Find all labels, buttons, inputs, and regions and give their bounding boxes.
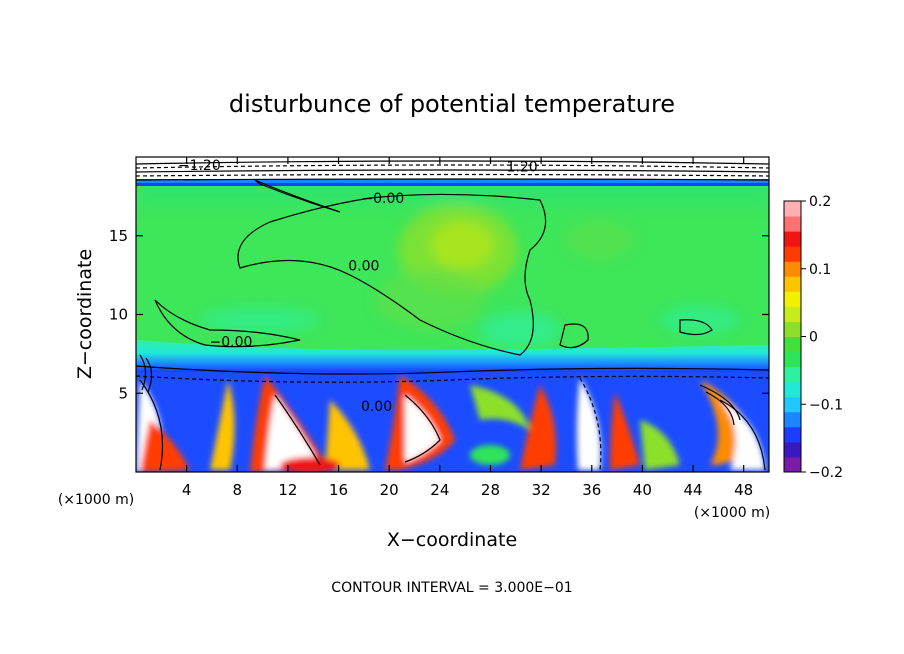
contour-label: −0.00	[209, 334, 252, 350]
y-tick-label: 15	[109, 227, 128, 245]
colorbar-segment	[784, 201, 801, 217]
colorbar-segment	[784, 246, 801, 262]
contour-lines	[136, 160, 769, 471]
contour-interval-note: CONTOUR INTERVAL = 3.000E−01	[331, 580, 572, 596]
colorbar-tick-label: −0.2	[809, 465, 843, 481]
x-tick-label: 36	[582, 481, 601, 499]
colorbar-segment	[784, 276, 801, 292]
contour-label: 0.00	[348, 259, 379, 275]
colorbar-segment	[784, 381, 801, 398]
x-unit-label-right: (×1000 m)	[694, 505, 770, 521]
colorbar-segment	[784, 351, 801, 368]
colorbar-segment	[784, 216, 801, 232]
heatmap-field: −1.20 1.20 −0.00 0.00 −0.00 0.00	[136, 157, 769, 472]
chart-title: disturbunce of potential temperature	[229, 90, 675, 118]
heatmap-lower-structures	[136, 375, 765, 472]
heatmap-stable-layer	[136, 340, 769, 372]
colorbar-segment	[784, 306, 801, 322]
colorbar-segment	[784, 321, 801, 337]
colorbar-segment	[784, 336, 801, 353]
x-tick-label: 24	[430, 481, 449, 499]
colorbar-segment	[784, 261, 801, 277]
colorbar: 0.2 0.1 0 −0.1 −0.2	[783, 194, 843, 481]
y-tick-label: 5	[118, 384, 128, 402]
x-tick-label: 8	[233, 481, 243, 499]
contour-label: −0.00	[361, 191, 404, 207]
y-tick-label: 10	[109, 306, 128, 324]
x-tick-label: 12	[278, 481, 297, 499]
colorbar-tick-label: 0.1	[809, 262, 831, 278]
contour-label: 0.00	[361, 399, 392, 415]
colorbar-tick-label: −0.1	[809, 397, 843, 413]
colorbar-segment	[784, 396, 801, 413]
colorbar-segment	[784, 456, 801, 473]
colorbar-tick-label: 0.2	[809, 194, 831, 210]
contour-label: −1.20	[178, 158, 221, 174]
colorbar-segment	[784, 411, 801, 428]
colorbar-segment	[784, 426, 801, 443]
x-tick-label: 40	[633, 481, 652, 499]
colorbar-tick-label: 0	[809, 330, 818, 346]
colorbar-segment	[784, 291, 801, 307]
x-tick-label: 44	[683, 481, 702, 499]
x-axis-title: X−coordinate	[387, 529, 517, 551]
x-tick-label: 20	[380, 481, 399, 499]
y-axis: 5 10 15	[109, 227, 769, 402]
x-tick-label: 4	[182, 481, 192, 499]
x-axis: 4 8 12 16 20 24 28 32 36 40 44 48	[182, 157, 753, 499]
x-tick-label: 28	[481, 481, 500, 499]
contour-labels: −1.20 1.20 −0.00 0.00 −0.00 0.00	[178, 158, 538, 415]
colorbar-segment	[784, 231, 801, 247]
colorbar-segment	[784, 441, 801, 458]
y-axis-title: Z−coordinate	[74, 249, 96, 379]
x-tick-label: 16	[329, 481, 348, 499]
contour-label: 1.20	[507, 159, 538, 175]
colorbar-segment	[784, 366, 801, 383]
x-unit-label: (×1000 m)	[58, 492, 134, 508]
x-tick-label: 32	[532, 481, 551, 499]
x-tick-label: 48	[734, 481, 753, 499]
